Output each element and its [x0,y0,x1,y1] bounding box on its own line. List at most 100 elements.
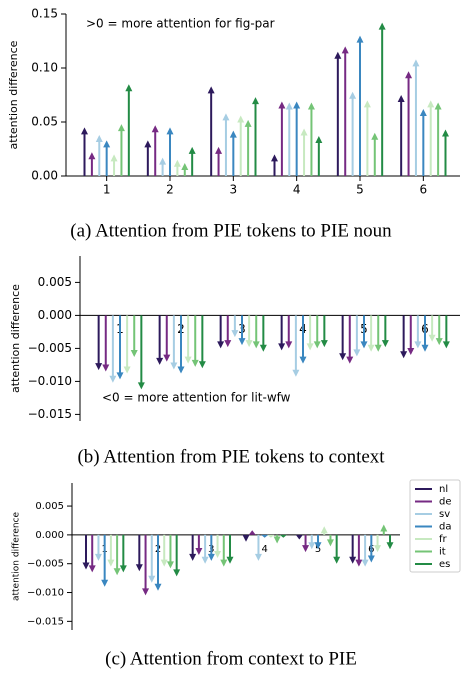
y-axis-label: attention difference [12,511,22,601]
arrow [374,315,382,352]
arrow [341,46,349,177]
y-tick-label: −0.005 [27,559,64,570]
arrow [173,159,181,176]
y-tick-label: −0.010 [28,374,72,388]
arrow [307,102,315,176]
arrow [103,140,111,176]
arrow [334,51,342,176]
arrow [353,315,361,357]
arrow [374,534,382,553]
arrow [308,534,316,550]
arrow [148,534,156,583]
arrow [160,534,168,567]
arrow [151,125,159,176]
arrow [333,534,341,564]
arrow [144,140,152,176]
arrow [442,315,450,349]
arrow [261,534,269,538]
arrow [361,534,369,567]
arrow [95,134,103,176]
arrow [314,534,322,550]
arrow [346,315,354,364]
arrow [237,115,245,176]
arrow [434,102,442,176]
arrow [299,315,307,364]
arrow [371,132,379,176]
arrow [224,315,232,348]
y-tick-label: 0.05 [31,115,58,129]
legend-label: nl [439,484,448,495]
arrow [254,534,262,561]
legend-label: da [439,522,451,533]
legend-label: es [439,559,450,570]
arrow [380,524,388,535]
arrow [378,22,386,176]
arrow [88,534,96,573]
y-tick-label: 0.000 [35,530,64,541]
arrow [229,130,237,176]
arrow [292,315,300,377]
arrow [414,315,422,349]
arrow [107,534,115,567]
arrow [421,315,429,352]
arrow [110,154,118,176]
x-tick-label: 4 [293,183,301,197]
arrow [367,315,375,352]
arrow [400,315,408,359]
arrow [159,157,167,176]
arrow [244,119,252,176]
arrow [188,146,196,176]
y-axis-label: attention difference [7,40,20,149]
arrow [427,100,435,176]
x-tick-label: 6 [420,183,428,197]
arrow [259,315,267,352]
legend-label: sv [439,509,450,520]
arrow [154,534,162,591]
arrow [242,534,250,542]
arrow [95,315,103,371]
arrow [363,100,371,176]
legend-label: de [439,497,452,508]
arrow [195,534,203,556]
y-tick-label: 0.005 [38,275,72,289]
x-tick-label: 3 [230,183,238,197]
arrow [135,534,143,572]
arrow [356,35,364,176]
arrow [397,95,405,176]
arrow [238,315,246,346]
arrow [184,315,192,364]
arrow [339,315,347,361]
arrow [279,534,287,538]
arrow [386,534,394,550]
arrow [295,534,303,540]
arrow [435,315,443,346]
arrow [116,315,124,380]
arrow [231,315,239,338]
arrow [166,534,174,569]
arrow [360,315,368,349]
y-tick-label: −0.005 [28,341,72,355]
arrow [201,534,209,564]
arrow [381,315,389,348]
arrow [367,534,375,563]
arrow [407,315,415,355]
arrow [405,71,413,176]
legend-label: it [439,547,446,558]
arrow [349,534,357,564]
arrow [177,315,185,374]
caption: (b) Attention from PIE tokens to context [77,446,385,467]
arrow [94,534,102,561]
arrow [285,315,293,349]
annotation: <0 = more attention for lit-wfw [102,391,291,405]
arrow [306,315,314,351]
arrow [302,534,310,553]
arrow [442,129,449,176]
caption: (c) Attention from context to PIE [105,648,357,669]
y-axis-label: attention difference [9,284,22,393]
arrow [109,315,117,383]
arrow [170,315,178,370]
arrow [326,534,334,547]
x-tick-label: 4 [261,544,267,555]
arrow [285,102,293,176]
x-tick-label: 2 [166,183,174,197]
